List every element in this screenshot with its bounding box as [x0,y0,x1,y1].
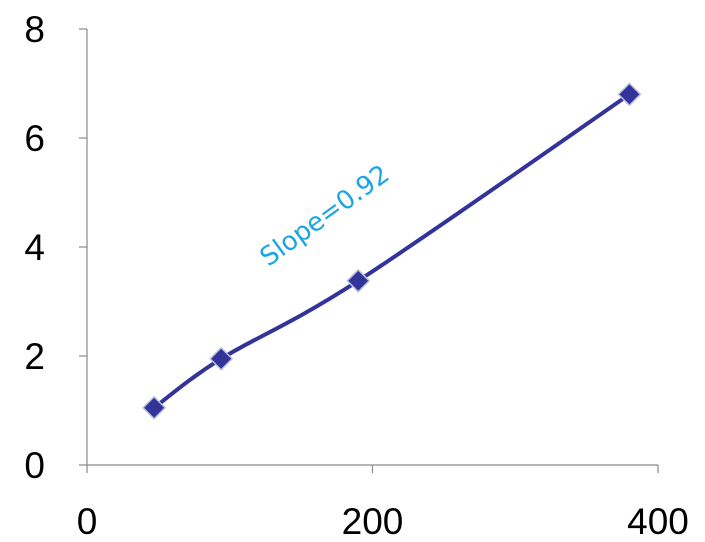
x-tick-label: 400 [627,501,689,542]
data-point-marker [617,82,642,107]
y-tick-label: 2 [24,336,45,377]
y-tick-label: 6 [24,118,45,159]
slope-annotation: Slope=0.92 [255,159,395,273]
y-tick-label: 8 [24,9,45,50]
x-tick-label: 200 [342,501,404,542]
axes-group [86,29,658,466]
x-tick-label: 0 [77,501,98,542]
series-group [142,82,642,420]
data-point-marker [142,395,167,420]
data-point-marker [209,346,234,371]
y-tick-label: 4 [24,227,45,268]
y-tick-label: 0 [24,445,45,486]
y-ticks-group: 0 2 4 6 8 [24,9,87,486]
series-line [152,92,632,410]
data-point-marker [346,268,371,293]
annotation-group: Slope=0.92 [255,159,395,273]
x-ticks-group: 0 200 400 [77,465,689,542]
